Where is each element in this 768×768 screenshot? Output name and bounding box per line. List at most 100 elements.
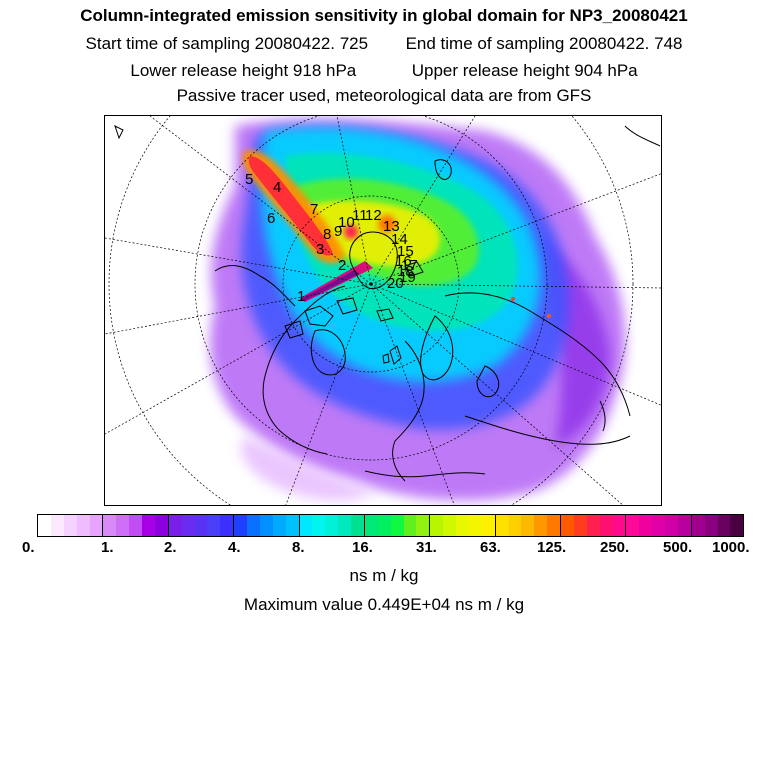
chart-title: Column-integrated emission sensitivity i… — [80, 6, 688, 25]
colorbar-tick-label: 1. — [101, 539, 114, 556]
colorbar-segment — [154, 515, 169, 536]
trajectory-label: 7 — [310, 201, 318, 218]
map-canvas: 1 2 3 4 5 6 7 8 9 10 11 12 13 14 15 16 1… — [105, 116, 661, 505]
colorbar-segment — [521, 515, 535, 536]
coastline-british-isles — [382, 345, 402, 365]
upper-release-height: Upper release height 904 hPa — [411, 61, 638, 80]
colorbar-segment — [639, 515, 653, 536]
trajectory-label: 1 — [297, 288, 305, 305]
colorbar-segment — [220, 515, 235, 536]
coastline-svalbard — [404, 261, 424, 277]
colorbar-segment — [364, 515, 378, 536]
emission-sensitivity-map: 1 2 3 4 5 6 7 8 9 10 11 12 13 14 15 16 1… — [104, 115, 662, 506]
trajectory-label: 14 — [391, 231, 408, 248]
coastline-alaska-islands — [114, 125, 661, 147]
trajectory-label: 2 — [338, 257, 346, 274]
latitude-circle-60 — [282, 195, 460, 373]
colorbar-segment — [325, 515, 339, 536]
meridian — [105, 283, 372, 435]
plume-red — [248, 156, 333, 256]
coastline-north-america — [262, 285, 346, 455]
colorbar-segment — [443, 515, 456, 536]
colorbar-tick-label: 2. — [164, 539, 177, 556]
colorbar-segment — [508, 515, 522, 536]
colorbar-segment — [181, 515, 195, 536]
coastline-alaska — [214, 265, 296, 307]
latitude-circle-20 — [108, 116, 634, 505]
hotspot-orange — [378, 215, 396, 233]
meridian — [370, 116, 476, 285]
colorbar-segment — [481, 515, 496, 536]
colorbar-tick-label: 500. — [663, 539, 693, 556]
coastlines — [114, 125, 661, 482]
colorbar-segment — [416, 515, 431, 536]
colorbar-tick-label: 250. — [600, 539, 630, 556]
tracer-note: Passive tracer used, meteorological data… — [176, 86, 592, 105]
colorbar-segment — [612, 515, 627, 536]
colorbar-segment — [586, 515, 600, 536]
trajectory-label: 10 — [338, 214, 355, 231]
trajectory-label: 5 — [245, 171, 253, 188]
colorbar-segment — [730, 515, 744, 536]
colorbar-segment — [430, 515, 444, 536]
coastline-north-africa — [364, 470, 486, 478]
end-time-label: End time of sampling 20080422. 748 — [405, 34, 683, 53]
trajectory-label: 16 — [395, 253, 412, 270]
meridian — [370, 283, 624, 505]
colorbar-segment — [573, 515, 587, 536]
meridian — [370, 283, 661, 289]
colorbar-segment — [247, 515, 260, 536]
colorbar-segment — [50, 515, 64, 536]
trajectory-labels: 1 2 3 4 5 6 7 8 9 10 11 12 13 14 15 16 1… — [245, 171, 418, 305]
colorbar-segment — [89, 515, 104, 536]
colorbar-segment — [677, 515, 692, 536]
colorbar-segment — [468, 515, 482, 536]
colorbar-segment — [116, 515, 130, 536]
meridian — [370, 283, 661, 406]
latitude-circle-40 — [194, 116, 548, 461]
meridian — [105, 283, 372, 335]
colorbar-tick-label: 31. — [416, 539, 437, 556]
trajectory-label: 19 — [399, 269, 416, 286]
colorbar-tick-label: 0. — [22, 539, 35, 556]
trajectory-label: 17 — [401, 257, 418, 274]
colorbar-segment — [377, 515, 391, 536]
hotspot-pink — [511, 297, 515, 301]
colorbar-segment — [691, 515, 705, 536]
meridian — [336, 116, 372, 285]
hotspot-dot — [547, 314, 551, 318]
trajectory-label: 20 — [387, 275, 404, 292]
colorbar-segment — [299, 515, 313, 536]
colorbar-segment — [351, 515, 365, 536]
colorbar-tick-label: 125. — [537, 539, 567, 556]
colorbar-segment — [561, 515, 574, 536]
colorbar-unit: ns m / kg — [349, 566, 419, 585]
colorbar-segment — [38, 515, 51, 536]
coastline-kamchatka — [434, 159, 452, 180]
trajectory-label: 8 — [323, 226, 331, 243]
colorbar-segment — [63, 515, 77, 536]
coastline-caspian-region — [476, 365, 500, 398]
colorbar-tick-label: 8. — [292, 539, 305, 556]
colorbar-segment — [652, 515, 665, 536]
colorbar-segment — [534, 515, 548, 536]
colorbar-segment — [142, 515, 155, 536]
colorbar-segment — [234, 515, 247, 536]
colorbar-tick-label: 63. — [480, 539, 501, 556]
plume-violet-core — [301, 270, 359, 301]
release-height-row: Lower release height 918 hPa Upper relea… — [0, 61, 768, 81]
colorbar-segment — [495, 515, 509, 536]
colorbar-segment — [272, 515, 286, 536]
colorbar-segment — [194, 515, 208, 536]
hotspot-red — [344, 225, 358, 239]
colorbar-segment — [403, 515, 417, 536]
colorbar-segment — [390, 515, 404, 536]
colorbar-segment — [626, 515, 640, 536]
coastline-japan — [599, 400, 606, 432]
colorbar-segment — [717, 515, 731, 536]
colorbar-segment — [312, 515, 326, 536]
trajectory-label: 18 — [397, 263, 414, 280]
colorbar-segment — [103, 515, 117, 536]
trajectory-label: 4 — [273, 179, 281, 196]
colorbar-segment — [665, 515, 678, 536]
